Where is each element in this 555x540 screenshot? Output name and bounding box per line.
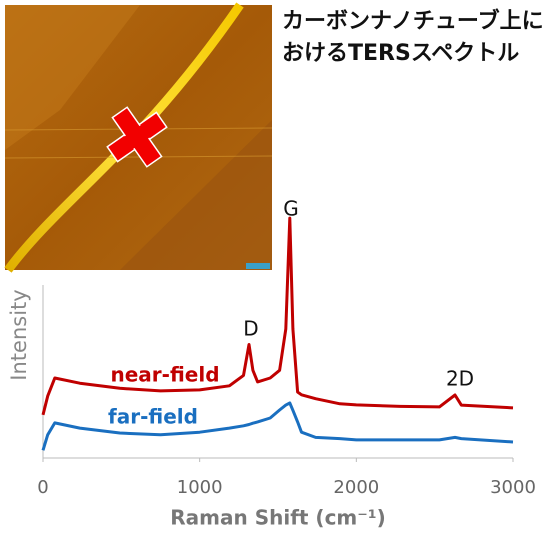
series-line [41, 401, 514, 451]
x-axis-label: Raman Shift (cm⁻¹) [170, 506, 385, 530]
y-axis-label: Intensity [7, 289, 31, 380]
x-tick-label: 2000 [333, 477, 379, 498]
x-tick-label: 3000 [490, 477, 536, 498]
tip-marker [106, 106, 168, 168]
afm-image [4, 2, 273, 273]
legend-label: near-field [110, 363, 219, 387]
series-line [41, 216, 514, 416]
legend-label: far-field [108, 405, 198, 429]
annotation: 2D [446, 367, 474, 391]
annotation: G [283, 197, 299, 221]
chart-title: カーボンナノチューブ上におけるTERSスペクトル [282, 9, 544, 66]
annotation: D [243, 317, 258, 341]
x-tick-label: 0 [37, 477, 48, 498]
x-tick-label: 1000 [177, 477, 223, 498]
